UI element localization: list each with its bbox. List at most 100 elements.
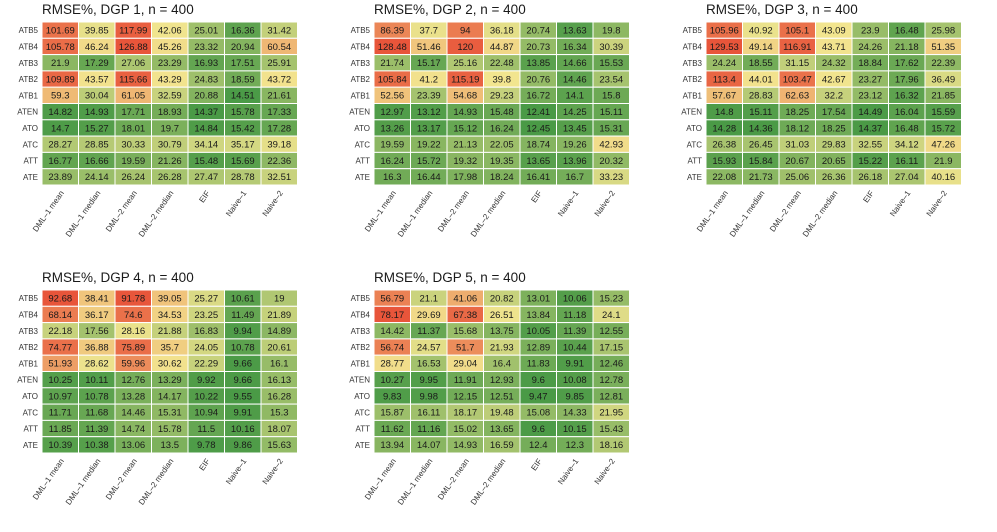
cell-value-label: 25.01 — [194, 25, 218, 36]
row-label: ATB1 — [683, 91, 703, 100]
cell-value-label: 43.72 — [267, 74, 291, 85]
cell-value-label: 25.27 — [194, 293, 218, 304]
cell-value-label: 39.8 — [493, 74, 512, 85]
row-label: ATEN — [17, 108, 38, 117]
row-label: ATEN — [349, 108, 370, 117]
cell-value-label: 42.67 — [822, 74, 846, 85]
cell-value-label: 10.06 — [563, 293, 587, 304]
cell-value-label: 21.26 — [158, 156, 182, 167]
cell-value-label: 12.97 — [380, 107, 404, 118]
row-label: ATB5 — [351, 26, 371, 35]
cell-value-label: 67.38 — [453, 310, 477, 321]
cell-value-label: 19.59 — [380, 140, 404, 151]
cell-value-label: 21.13 — [453, 140, 477, 151]
cell-value-label: 20.65 — [822, 156, 846, 167]
cell-value-label: 16.93 — [194, 58, 218, 69]
column-label: EIF — [529, 189, 544, 204]
cell-value-label: 17.71 — [121, 107, 145, 118]
row-label: ATB3 — [19, 59, 39, 68]
row-label: ATC — [687, 140, 703, 149]
row-label: ATB4 — [351, 310, 371, 319]
cell-value-label: 10.39 — [48, 440, 72, 451]
cell-value-label: 16.53 — [417, 359, 441, 370]
cell-value-label: 13.85 — [526, 58, 550, 69]
cell-value-label: 30.33 — [121, 140, 145, 151]
cell-value-label: 22.36 — [267, 156, 291, 167]
cell-value-label: 22.48 — [490, 58, 514, 69]
cell-value-label: 18.17 — [453, 408, 477, 419]
cell-value-label: 9.6 — [532, 375, 545, 386]
row-label: ATB4 — [351, 42, 371, 51]
column-label: Naive–2 — [261, 457, 286, 487]
cell-value-label: 21.73 — [749, 172, 773, 183]
cell-value-label: 15.11 — [600, 107, 623, 118]
column-label: DML–1 mean — [363, 457, 398, 502]
cell-value-label: 13.06 — [121, 440, 145, 451]
cell-value-label: 12.51 — [490, 391, 514, 402]
cell-value-label: 22.18 — [48, 326, 72, 337]
cell-value-label: 61.05 — [121, 91, 145, 102]
column-label: Naive–1 — [556, 189, 581, 219]
cell-value-label: 10.78 — [85, 391, 109, 402]
cell-value-label: 23.54 — [599, 74, 623, 85]
column-label: EIF — [197, 457, 212, 472]
cell-value-label: 45.26 — [158, 42, 182, 53]
cell-value-label: 16.3 — [383, 172, 402, 183]
row-label: ATB3 — [683, 59, 703, 68]
cell-value-label: 10.94 — [194, 408, 218, 419]
cell-value-label: 13.26 — [380, 123, 404, 134]
cell-value-label: 15.59 — [931, 107, 955, 118]
cell-value-label: 20.67 — [785, 156, 809, 167]
panel-title: RMSE%, DGP 3, n = 400 — [706, 2, 858, 17]
cell-value-label: 14.49 — [858, 107, 882, 118]
cell-value-label: 18.74 — [526, 140, 550, 151]
cell-value-label: 9.85 — [566, 391, 585, 402]
cell-value-label: 9.98 — [420, 391, 439, 402]
cell-value-label: 11.68 — [85, 408, 108, 419]
cell-value-label: 14.37 — [858, 123, 882, 134]
cell-value-label: 18.59 — [231, 74, 255, 85]
cell-value-label: 15.63 — [267, 440, 291, 451]
row-label: ATB3 — [19, 327, 39, 336]
cell-value-label: 16.59 — [490, 440, 514, 451]
cell-value-label: 35.7 — [161, 342, 180, 353]
cell-value-label: 39.85 — [85, 25, 109, 36]
cell-value-label: 26.24 — [121, 172, 145, 183]
cell-value-label: 15.31 — [599, 123, 623, 134]
cell-value-label: 15.68 — [453, 326, 477, 337]
cell-value-label: 9.47 — [529, 391, 548, 402]
row-label: ATB5 — [19, 26, 39, 35]
cell-value-label: 14.17 — [158, 391, 182, 402]
cell-value-label: 16.13 — [267, 375, 291, 386]
cell-value-label: 16.77 — [48, 156, 72, 167]
cell-value-label: 42.06 — [158, 25, 182, 36]
row-label: ATE — [23, 441, 38, 450]
cell-value-label: 101.69 — [46, 25, 75, 36]
row-label: ATO — [22, 392, 38, 401]
cell-value-label: 16.34 — [563, 42, 587, 53]
cell-value-label: 46.24 — [85, 42, 109, 53]
cell-value-label: 20.74 — [526, 25, 550, 36]
cell-value-label: 39.05 — [158, 293, 182, 304]
cell-value-label: 26.45 — [749, 140, 773, 151]
cell-value-label: 30.62 — [158, 359, 182, 370]
panel-title: RMSE%, DGP 5, n = 400 — [374, 270, 526, 285]
cell-value-label: 62.63 — [785, 91, 809, 102]
cell-value-label: 29.23 — [490, 91, 514, 102]
row-label: ATB4 — [19, 42, 39, 51]
cell-value-label: 26.18 — [858, 172, 882, 183]
column-label: DML–2 mean — [104, 457, 139, 502]
cell-value-label: 21.61 — [267, 91, 291, 102]
cell-value-label: 9.6 — [532, 424, 545, 435]
cell-value-label: 74.6 — [124, 310, 143, 321]
cell-value-label: 15.48 — [194, 156, 218, 167]
cell-value-label: 92.68 — [48, 293, 72, 304]
cell-value-label: 13.63 — [563, 25, 587, 36]
column-label: DML–1 median — [396, 189, 434, 239]
cell-value-label: 24.1 — [602, 310, 621, 321]
cell-value-label: 14.82 — [48, 107, 72, 118]
cell-value-label: 14.66 — [563, 58, 587, 69]
column-label: EIF — [197, 189, 212, 204]
